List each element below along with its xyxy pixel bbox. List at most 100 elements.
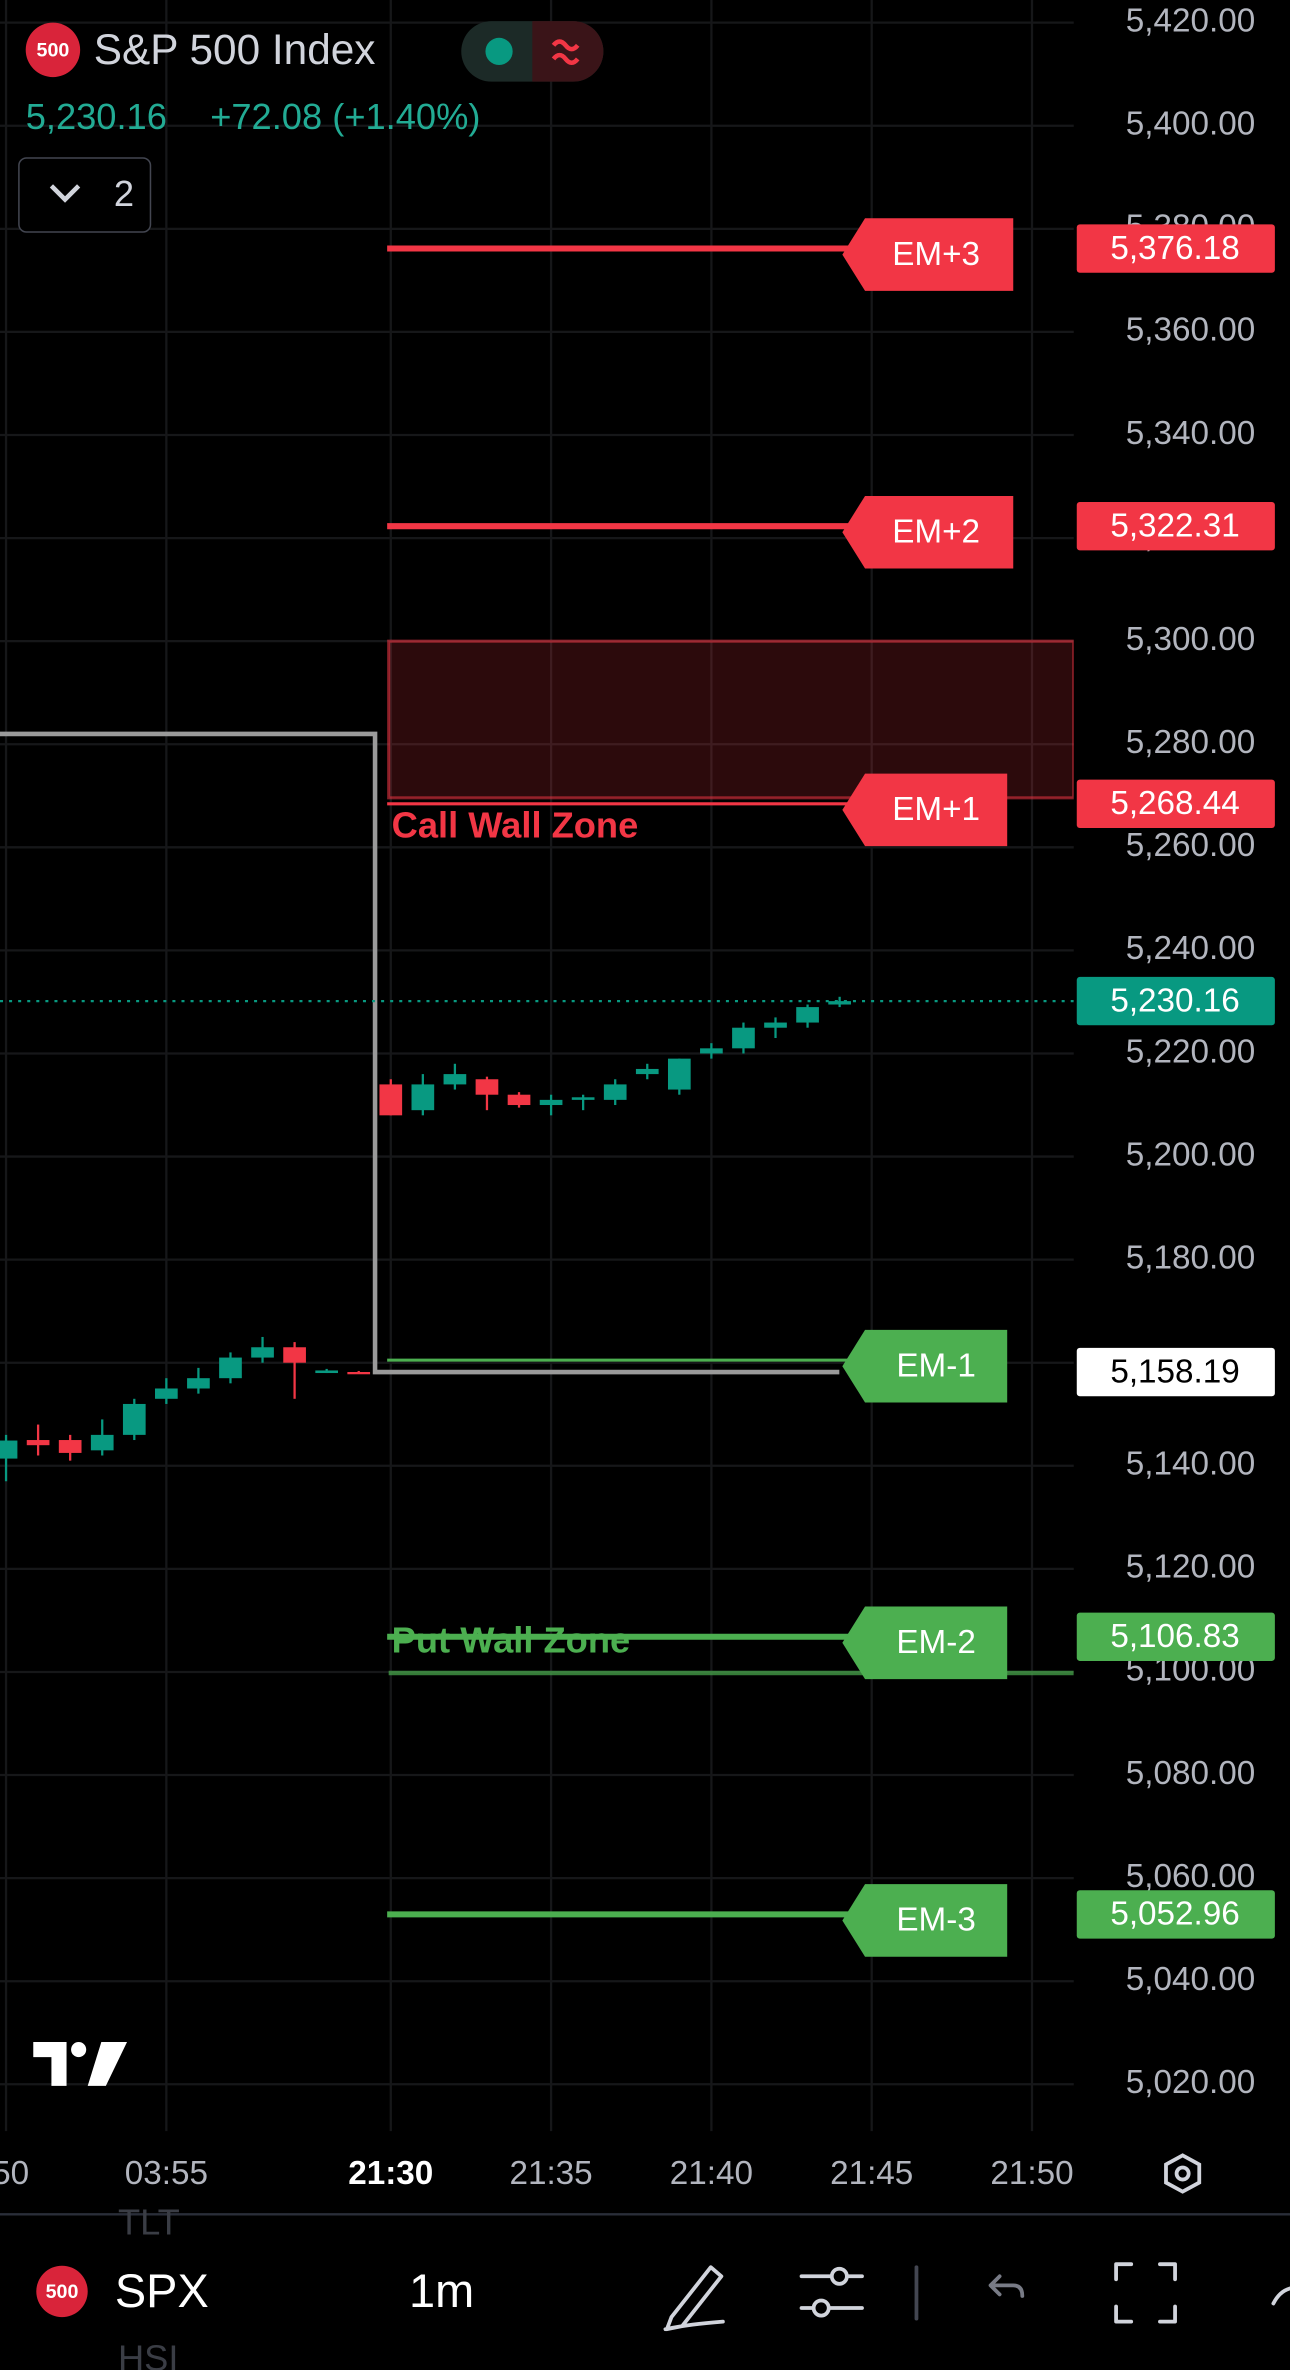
candle-body xyxy=(379,1084,403,1116)
fullscreen-button[interactable] xyxy=(1114,2262,1177,2324)
price-tag-label: 5,376.18 xyxy=(1110,230,1239,267)
candle-body xyxy=(347,1371,371,1375)
call-wall-zone xyxy=(387,639,1074,800)
prev-session-line xyxy=(0,731,840,1375)
plot: :50 03:55 21:30 21:35 21:40 21:45 21:50 Call Wa… xyxy=(0,218,1074,2192)
chevron xyxy=(49,184,81,203)
y-tick-label: 5,060.00 xyxy=(1126,1858,1255,1895)
candle-body xyxy=(603,1084,627,1100)
candle-body xyxy=(571,1097,595,1100)
y-tick-label: 5,180.00 xyxy=(1126,1239,1255,1276)
x-tick-label: 03:55 xyxy=(125,2155,208,2192)
indicator-toggle[interactable] xyxy=(18,157,152,233)
candle-body xyxy=(443,1074,467,1085)
price-axis: 5,020.005,040.005,060.005,080.005,100.00… xyxy=(1076,2,1275,2101)
candle-body xyxy=(187,1378,210,1389)
x-tick-label: 21:35 xyxy=(509,2155,592,2192)
candle-body xyxy=(475,1079,499,1095)
y-tick-label: 5,040.00 xyxy=(1126,1961,1255,1998)
candle-body xyxy=(732,1027,755,1049)
level-name: EM+3 xyxy=(892,236,980,273)
y-tick-label: 5,200.00 xyxy=(1126,1136,1255,1173)
x-tick-label: 21:40 xyxy=(670,2155,753,2192)
x-tick-label: 21:45 xyxy=(830,2155,913,2192)
wave-icon xyxy=(551,39,580,65)
last-price-tag-label: 5,230.16 xyxy=(1110,982,1239,1019)
candle-body xyxy=(796,1007,819,1023)
symbol-name[interactable]: S&P 500 Index xyxy=(94,26,376,73)
level-flag xyxy=(842,1884,1008,1957)
price-tag xyxy=(1076,1612,1275,1661)
price-tag-label: 5,322.31 xyxy=(1110,507,1239,544)
x-tick-label: 21:50 xyxy=(990,2155,1073,2192)
y-tick-label: 5,240.00 xyxy=(1126,930,1255,967)
candle-body xyxy=(122,1403,146,1435)
y-tick-label: 5,300.00 xyxy=(1126,621,1255,658)
candle-body xyxy=(283,1347,306,1363)
candle-body xyxy=(251,1347,274,1358)
candle-body xyxy=(155,1388,178,1399)
level-name: EM-2 xyxy=(896,1624,975,1661)
candle-body xyxy=(507,1094,531,1106)
x-tick-label: :50 xyxy=(0,2155,29,2192)
y-tick-label: 5,220.00 xyxy=(1126,1033,1255,1070)
status-pill-right xyxy=(532,21,604,82)
candle-body xyxy=(764,1022,787,1028)
level-name: EM+1 xyxy=(892,791,980,828)
candle-body xyxy=(26,1440,50,1446)
more-button[interactable] xyxy=(1271,2286,1290,2306)
candle-body xyxy=(315,1370,339,1374)
level-name: EM-3 xyxy=(896,1902,975,1939)
behind-symbol: TLT xyxy=(118,2201,180,2242)
toolbar-badge-text: 500 xyxy=(46,2281,79,2303)
price-tag xyxy=(1076,779,1275,829)
behind-symbol: HSI xyxy=(118,2338,178,2370)
level-flag xyxy=(842,1329,1008,1403)
toolbar-symbol[interactable]: SPX xyxy=(115,2265,209,2317)
candle-body xyxy=(90,1434,114,1451)
interval-button[interactable]: 1m xyxy=(409,2265,474,2317)
slider-knob xyxy=(829,2266,849,2286)
price-tag-label: 5,268.44 xyxy=(1110,785,1239,822)
settings-icon-center xyxy=(1174,2165,1191,2182)
grid xyxy=(0,0,1074,2132)
header: 500 S&P 500 Index 5,230.16 +72.08 (+1.40… xyxy=(18,21,604,233)
x-tick-label: 21:30 xyxy=(348,2155,433,2192)
level-flag xyxy=(842,1606,1008,1680)
candle-body xyxy=(828,1001,851,1005)
y-tick-label: 5,420.00 xyxy=(1126,2,1255,39)
level-name: EM-1 xyxy=(896,1347,975,1384)
candle-body xyxy=(58,1440,82,1453)
put-wall-label: Put Wall Zone xyxy=(392,1619,630,1660)
price-tag-label: 5,106.83 xyxy=(1110,1618,1239,1655)
y-tick-label: 5,280.00 xyxy=(1126,724,1255,761)
market-open-dot xyxy=(485,37,513,65)
y-tick-label: 5,400.00 xyxy=(1126,106,1255,143)
badge-text: 500 xyxy=(37,40,70,62)
draw-button[interactable] xyxy=(663,2265,725,2332)
y-tick-label: 5,120.00 xyxy=(1126,1549,1255,1586)
candle-body xyxy=(411,1084,435,1111)
price-tag xyxy=(1076,224,1275,273)
last-price: 5,230.16 xyxy=(26,96,167,137)
y-tick-label: 5,020.00 xyxy=(1126,2064,1255,2101)
candle-body xyxy=(667,1058,691,1090)
candle-body xyxy=(635,1068,659,1075)
level-flag xyxy=(842,495,1014,569)
candle-body xyxy=(539,1099,563,1106)
y-tick-label: 5,260.00 xyxy=(1126,827,1255,864)
candle-body xyxy=(0,1440,18,1459)
tradingview-logo xyxy=(33,2042,128,2086)
price-tag-label: 5,052.96 xyxy=(1110,1896,1239,1933)
price-change: +72.08 (+1.40%) xyxy=(210,96,480,137)
prev-close-tag xyxy=(1076,1347,1275,1397)
call-wall-label: Call Wall Zone xyxy=(392,805,639,846)
level-flag xyxy=(842,773,1008,847)
undo-button[interactable] xyxy=(988,2274,1025,2298)
settings-button[interactable] xyxy=(1164,2153,1202,2194)
indicator-count: 2 xyxy=(114,173,134,214)
level-name: EM+2 xyxy=(892,514,980,551)
candle-body xyxy=(700,1048,723,1054)
y-tick-label: 5,340.00 xyxy=(1126,415,1255,452)
